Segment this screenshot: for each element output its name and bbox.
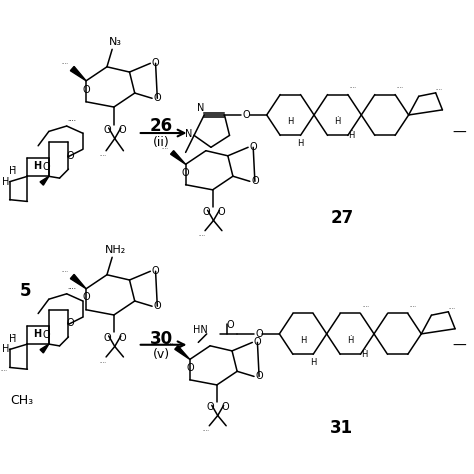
Text: —: —: [452, 339, 466, 353]
Text: O: O: [119, 333, 127, 343]
Text: O: O: [221, 402, 229, 412]
Text: Ḣ: Ḣ: [348, 131, 355, 140]
Text: ····: ····: [362, 304, 369, 309]
Text: O: O: [82, 292, 90, 302]
Text: ····: ····: [448, 306, 455, 311]
Text: N₃: N₃: [109, 37, 122, 47]
Text: H: H: [287, 117, 293, 126]
Text: O: O: [103, 333, 111, 343]
Text: ····: ····: [436, 87, 443, 92]
Text: ····: ····: [162, 146, 169, 152]
Text: 30: 30: [150, 329, 173, 347]
Text: O: O: [202, 207, 210, 217]
Text: HN: HN: [192, 326, 207, 336]
Text: H: H: [310, 358, 316, 367]
Text: N: N: [185, 128, 192, 139]
Text: H̄: H̄: [9, 166, 16, 176]
Text: H: H: [33, 329, 41, 339]
Text: N: N: [197, 103, 204, 113]
Text: O: O: [186, 363, 194, 373]
Text: ····: ····: [99, 360, 106, 365]
Text: ····: ····: [1, 368, 8, 374]
Text: (ii): (ii): [153, 136, 170, 149]
Text: ····: ····: [62, 269, 69, 274]
Text: O: O: [217, 207, 225, 217]
Polygon shape: [70, 66, 86, 81]
Text: O: O: [82, 84, 90, 94]
Text: O: O: [154, 93, 161, 103]
Text: ····: ····: [67, 118, 76, 125]
Text: 5: 5: [19, 283, 31, 301]
Text: ····: ····: [67, 286, 76, 292]
Text: O: O: [42, 330, 50, 340]
Polygon shape: [70, 274, 86, 289]
Text: O: O: [182, 168, 190, 178]
Text: O: O: [119, 125, 127, 135]
Text: H: H: [2, 345, 10, 355]
Text: ····: ····: [166, 342, 173, 346]
Text: ····: ····: [410, 304, 416, 309]
Polygon shape: [40, 344, 49, 353]
Text: 27: 27: [330, 209, 354, 227]
Text: H̄: H̄: [9, 334, 16, 344]
Polygon shape: [40, 176, 49, 185]
Text: ····: ····: [198, 233, 205, 238]
Text: O: O: [243, 110, 250, 120]
Text: ····: ····: [397, 85, 404, 90]
Text: Ḣ: Ḣ: [347, 336, 354, 345]
Text: O: O: [67, 151, 74, 161]
Text: O: O: [251, 176, 259, 186]
Text: O: O: [227, 320, 234, 330]
Text: ····: ····: [99, 154, 106, 158]
Text: ····: ····: [202, 428, 210, 433]
Text: O: O: [103, 125, 111, 135]
Text: O: O: [254, 337, 261, 347]
Text: Ḣ: Ḣ: [361, 350, 367, 359]
Text: H: H: [300, 336, 306, 345]
Text: O: O: [42, 162, 50, 173]
Text: (v): (v): [153, 348, 170, 361]
Text: ····: ····: [62, 61, 69, 66]
Text: —: —: [452, 126, 466, 140]
Text: O: O: [255, 372, 263, 382]
Text: O: O: [67, 319, 74, 328]
Text: ····: ····: [349, 85, 356, 90]
Text: CH₃: CH₃: [10, 393, 33, 407]
Text: 26: 26: [150, 117, 173, 135]
Text: O: O: [206, 402, 214, 412]
Text: O: O: [249, 142, 257, 152]
Text: NH₂: NH₂: [105, 245, 126, 255]
Text: H: H: [33, 162, 41, 172]
Text: Ḣ: Ḣ: [335, 117, 341, 126]
Text: 31: 31: [330, 419, 354, 438]
Text: O: O: [255, 329, 263, 339]
Text: H: H: [297, 139, 304, 148]
Text: O: O: [152, 58, 159, 68]
Polygon shape: [171, 151, 186, 164]
Polygon shape: [175, 346, 190, 359]
Text: O: O: [154, 301, 161, 311]
Text: O: O: [152, 266, 159, 276]
Text: H: H: [2, 177, 10, 187]
